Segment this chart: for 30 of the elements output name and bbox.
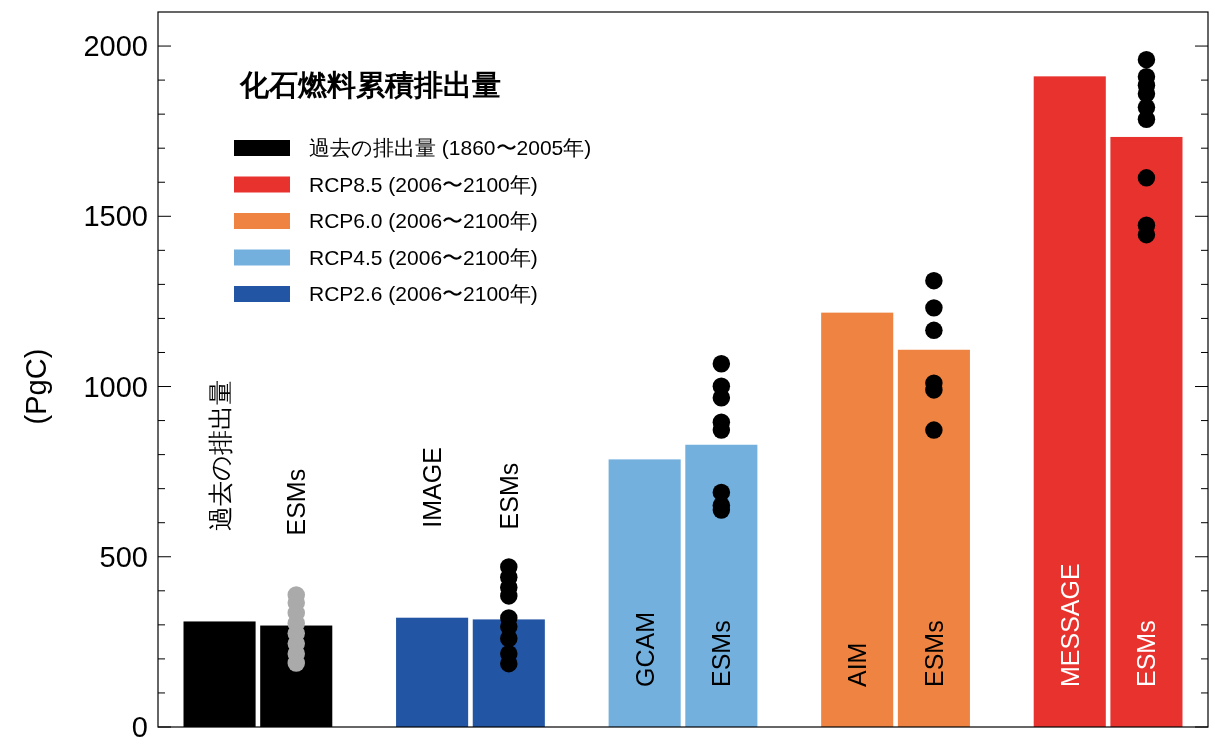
point — [925, 271, 943, 290]
y-tick-label: 500 — [99, 540, 148, 573]
x-tick-label: ESMs — [1132, 620, 1161, 687]
point — [1137, 50, 1156, 69]
y-tick-label: 1000 — [83, 370, 148, 403]
legend-label: RCP2.6 (2006〜2100年) — [309, 282, 538, 306]
y-tick-label: 0 — [131, 711, 148, 744]
x-tick-label: ESMs — [282, 468, 311, 536]
point — [712, 354, 731, 373]
legend-label: RCP8.5 (2006〜2100年) — [309, 172, 538, 196]
legend-label: RCP4.5 (2006〜2100年) — [309, 245, 538, 269]
x-tick-label: 過去の排出量 — [205, 380, 234, 532]
point — [1137, 169, 1156, 187]
point — [925, 299, 943, 317]
y-tick-label: 2000 — [83, 30, 148, 63]
point — [925, 321, 943, 340]
x-tick-label: AIM — [843, 642, 872, 687]
y-tick-label: 1500 — [83, 200, 148, 233]
legend-label: RCP6.0 (2006〜2100年) — [309, 209, 538, 233]
x-tick-label: ESMs — [707, 620, 736, 687]
x-tick-label: IMAGE — [418, 447, 447, 528]
point — [925, 421, 943, 439]
y-axis-title: (PgC) — [20, 348, 52, 425]
point — [712, 389, 731, 407]
legend-label: 過去の排出量 (1860〜2005年) — [309, 136, 592, 160]
x-tick-label: GCAM — [630, 612, 659, 687]
x-tick-label: ESMs — [494, 462, 523, 530]
text: 化石燃料累積排出量 — [239, 69, 501, 101]
x-tick-label: MESSAGE — [1055, 563, 1084, 687]
x-tick-label: ESMs — [919, 620, 948, 687]
